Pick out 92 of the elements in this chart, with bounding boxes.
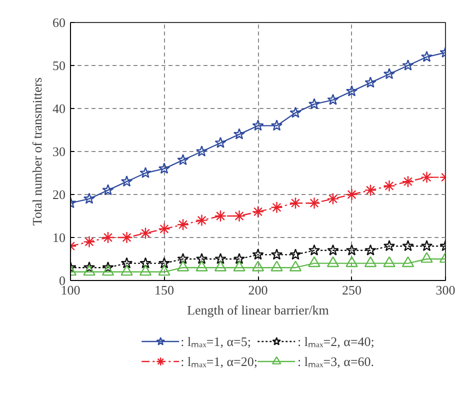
y-tick-label: 20 bbox=[52, 187, 66, 202]
point bbox=[290, 248, 302, 260]
point bbox=[158, 222, 170, 235]
point bbox=[139, 227, 152, 240]
x-tick-label: 300 bbox=[436, 282, 456, 298]
point bbox=[289, 197, 302, 210]
x-tick-label: 200 bbox=[248, 282, 268, 298]
y-tick-label: 60 bbox=[52, 15, 66, 30]
y-tick-label: 10 bbox=[52, 230, 66, 245]
point bbox=[140, 166, 152, 178]
point bbox=[308, 197, 320, 210]
point bbox=[383, 180, 396, 192]
point bbox=[102, 264, 114, 276]
point bbox=[177, 252, 189, 264]
point bbox=[270, 201, 283, 214]
point bbox=[233, 210, 246, 222]
point bbox=[214, 210, 227, 222]
point bbox=[270, 248, 283, 260]
point bbox=[364, 244, 376, 256]
point bbox=[308, 244, 320, 256]
point bbox=[196, 145, 208, 157]
y-tick-label: 50 bbox=[52, 58, 66, 73]
point bbox=[383, 240, 396, 252]
point bbox=[196, 252, 208, 264]
point bbox=[383, 68, 396, 80]
point bbox=[252, 260, 264, 272]
legend-label: : lₘₐₓ=2, α=40; bbox=[298, 333, 374, 350]
point bbox=[252, 206, 264, 218]
point bbox=[420, 240, 433, 252]
x-tick-label: 150 bbox=[154, 282, 174, 298]
point bbox=[196, 214, 208, 226]
point bbox=[402, 176, 414, 188]
point bbox=[270, 120, 283, 131]
point bbox=[214, 136, 226, 148]
point bbox=[346, 85, 358, 96]
x-axis-title: Length of linear barrier/km bbox=[187, 302, 329, 318]
point bbox=[102, 231, 114, 244]
point bbox=[158, 257, 170, 268]
point bbox=[364, 76, 376, 88]
point bbox=[120, 257, 133, 268]
point bbox=[420, 50, 433, 62]
point bbox=[83, 192, 96, 204]
point bbox=[364, 256, 377, 268]
point bbox=[158, 264, 170, 276]
point bbox=[270, 260, 283, 272]
point bbox=[346, 188, 358, 201]
point bbox=[214, 252, 226, 264]
point bbox=[326, 256, 340, 268]
point bbox=[158, 162, 170, 174]
point bbox=[402, 59, 414, 71]
point bbox=[233, 260, 246, 272]
x-tick-label: 250 bbox=[342, 282, 362, 298]
point bbox=[176, 218, 190, 231]
point bbox=[364, 184, 377, 196]
legend-label: : lₘₐₓ=1, α=5; bbox=[180, 333, 251, 350]
point bbox=[214, 260, 227, 272]
point bbox=[233, 128, 246, 140]
point bbox=[420, 171, 433, 184]
point bbox=[326, 192, 340, 205]
point bbox=[346, 256, 358, 268]
point bbox=[83, 264, 96, 276]
y-tick-label: 30 bbox=[52, 144, 66, 159]
point bbox=[308, 98, 320, 110]
point bbox=[140, 257, 152, 268]
point bbox=[327, 94, 339, 105]
point bbox=[327, 244, 339, 256]
point bbox=[290, 106, 302, 118]
point bbox=[233, 252, 246, 264]
point bbox=[120, 231, 133, 244]
point bbox=[102, 262, 114, 273]
point bbox=[252, 248, 264, 260]
point bbox=[176, 260, 190, 272]
point bbox=[383, 256, 396, 268]
point bbox=[402, 240, 414, 252]
y-tick-label: 40 bbox=[52, 101, 66, 116]
point bbox=[346, 244, 358, 256]
point bbox=[289, 260, 302, 272]
point bbox=[420, 252, 433, 263]
point bbox=[252, 120, 264, 131]
point bbox=[177, 154, 189, 166]
point bbox=[102, 184, 114, 196]
point bbox=[83, 236, 96, 248]
point bbox=[196, 260, 208, 272]
point bbox=[402, 256, 414, 268]
point bbox=[120, 176, 133, 187]
point bbox=[120, 264, 133, 276]
legend-label: : lₘₐₓ=1, α=20; bbox=[180, 353, 258, 370]
y-axis-title: Total number of transmitters bbox=[30, 77, 44, 226]
point bbox=[308, 256, 320, 268]
point bbox=[139, 264, 152, 276]
legend-label: : lₘₐₓ=3, α=60. bbox=[298, 353, 374, 370]
point bbox=[83, 262, 96, 273]
